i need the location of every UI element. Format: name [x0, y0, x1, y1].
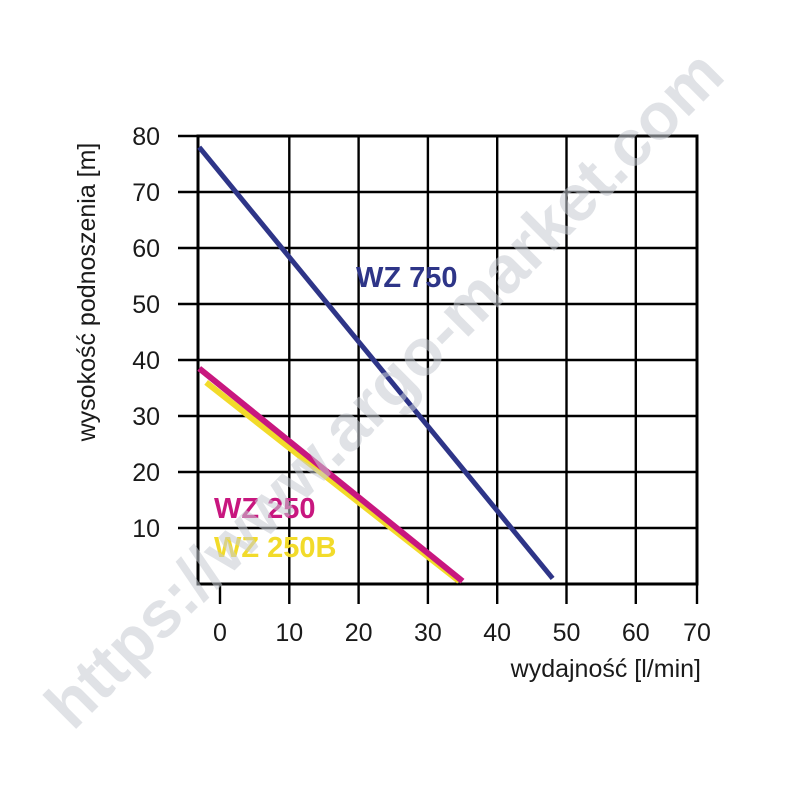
x-tick-labels: 0 10 20 30 40 50 60 70	[213, 619, 711, 647]
series-lines	[197, 145, 555, 584]
y-tick-label: 40	[132, 347, 160, 375]
x-axis-label: wydajność [l/min]	[510, 655, 701, 683]
series-label-wz250b: WZ 250B	[214, 532, 336, 564]
x-tick-label: 30	[414, 619, 442, 647]
x-tick-label: 20	[345, 619, 373, 647]
y-tick-label: 20	[132, 459, 160, 487]
x-tick-label: 60	[622, 619, 650, 647]
y-tick-label: 30	[132, 403, 160, 431]
y-axis-label: wysokość podnoszenia [m]	[73, 143, 101, 443]
y-tick-labels: 10 20 30 40 50 60 70 80	[132, 123, 160, 543]
x-tick-label: 70	[683, 619, 711, 647]
y-tick-label: 10	[132, 515, 160, 543]
y-tick-label: 50	[132, 291, 160, 319]
series-line-wz750	[197, 145, 555, 580]
y-tick-label: 80	[132, 123, 160, 151]
x-tick-label: 10	[275, 619, 303, 647]
x-tick-label: 40	[483, 619, 511, 647]
y-tick-label: 60	[132, 235, 160, 263]
y-tick-label: 70	[132, 179, 160, 207]
series-label-wz250: WZ 250	[214, 493, 316, 525]
series-label-wz750: WZ 750	[356, 262, 458, 294]
x-tick-label: 50	[553, 619, 581, 647]
series-line-wz250	[197, 366, 465, 584]
x-tick-label: 0	[213, 619, 227, 647]
